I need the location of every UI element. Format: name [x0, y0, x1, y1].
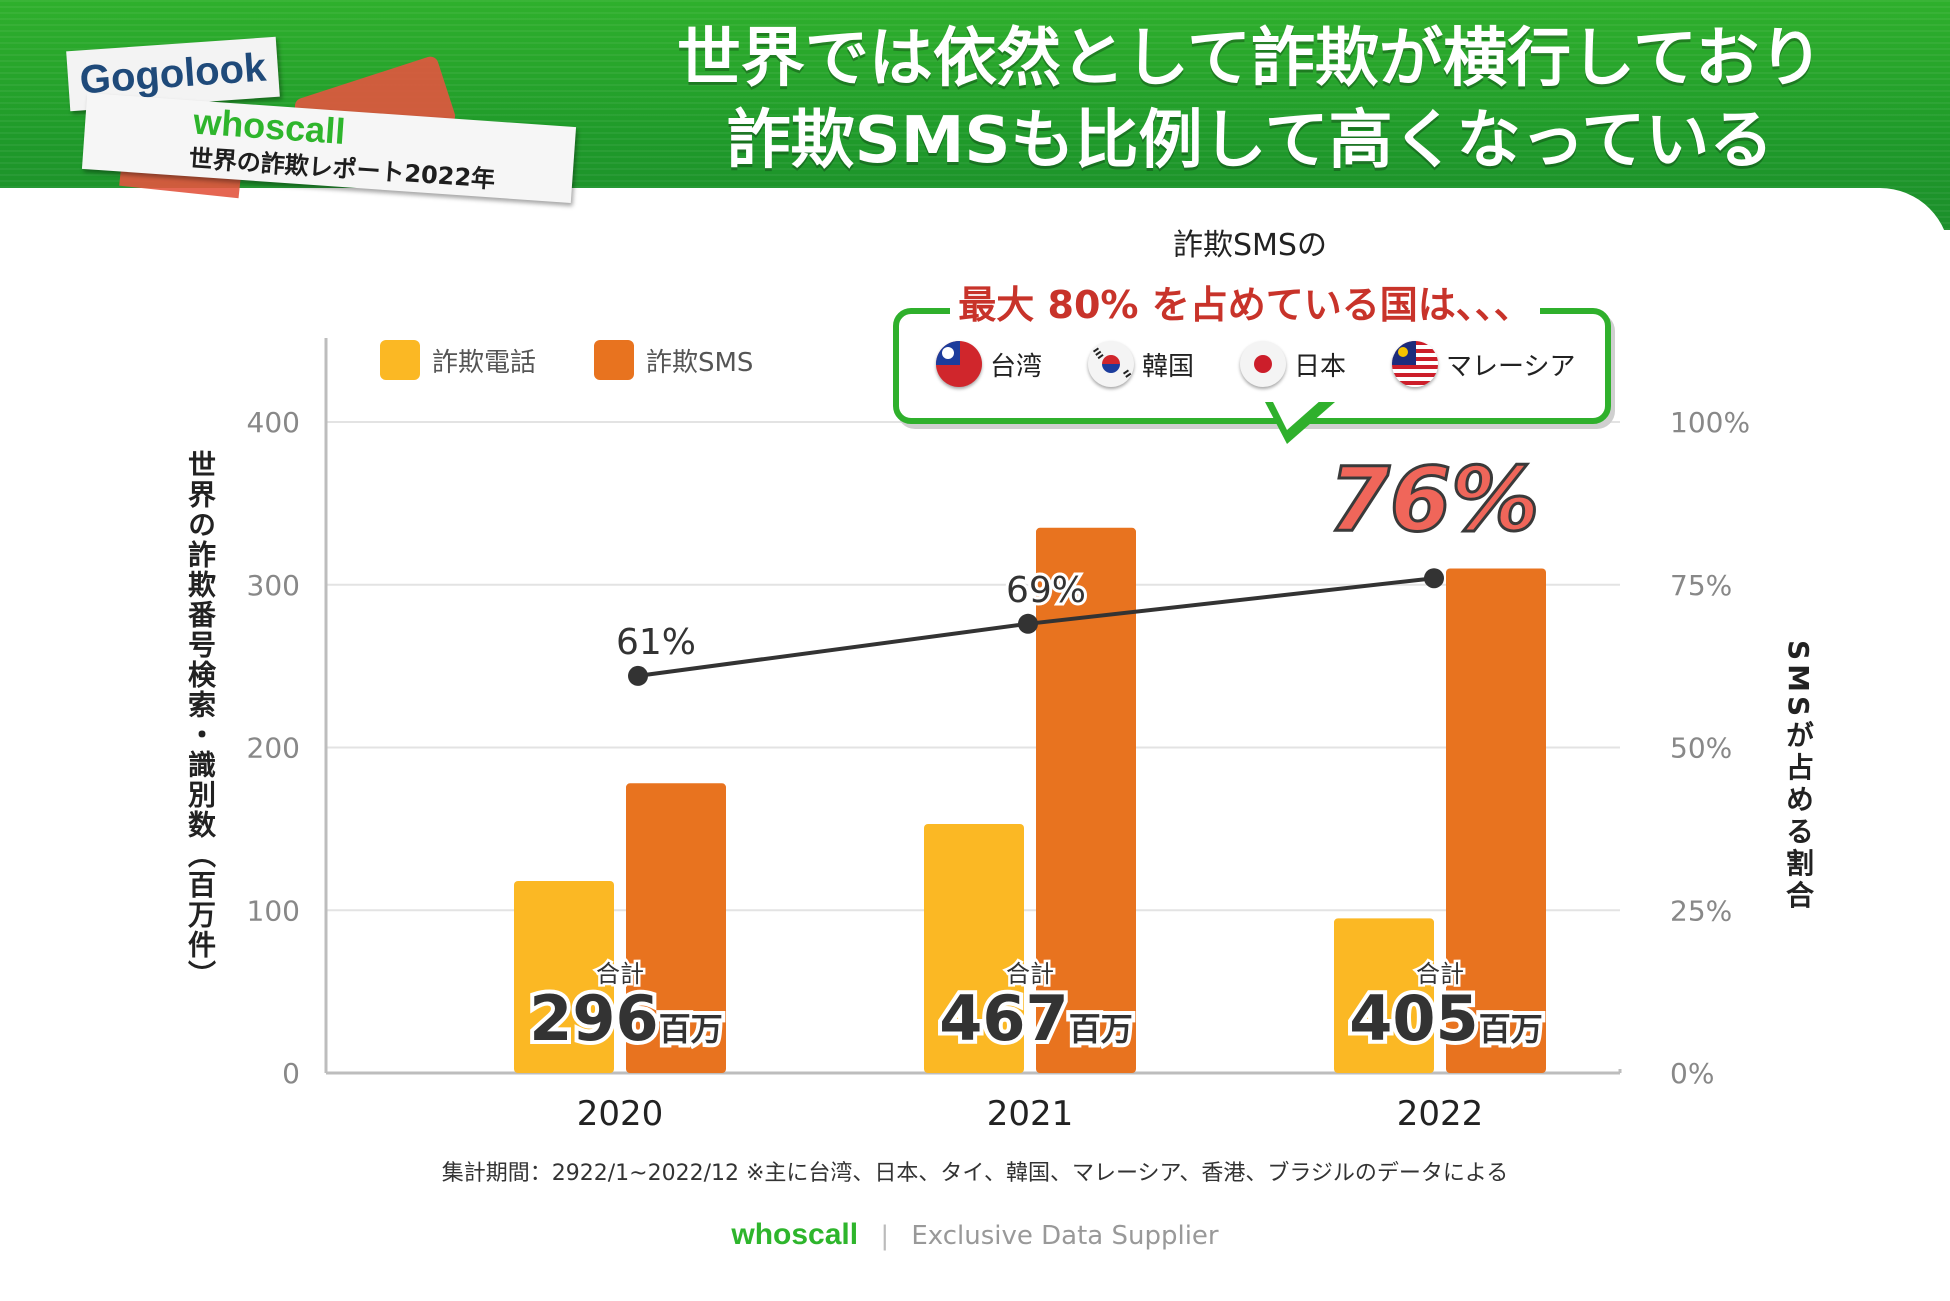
callout-tail-inner: [1272, 400, 1321, 430]
malaysia-flag-icon: [1392, 341, 1439, 387]
y-tick-label: 0: [282, 1057, 300, 1090]
korea-flag-icon: [1088, 341, 1135, 387]
y-axis-title: 世界の詐欺番号検索・識別数（百万件）: [184, 450, 217, 990]
bar-phone: [514, 880, 614, 1073]
country-korea: 韓国: [1088, 341, 1194, 387]
y-tick-label: 400: [247, 406, 300, 439]
total-prefix: 合計: [1416, 960, 1464, 988]
page-title: 世界では依然として詐欺が横行しており 詐欺SMSも比例して高くなっている: [560, 18, 1940, 182]
y2-tick-label: 75%: [1670, 569, 1732, 602]
total-label: 405百万: [1349, 982, 1542, 1055]
line-point: [628, 665, 648, 686]
legend-label-sms: 詐欺SMS: [646, 347, 754, 378]
total-value: 467: [939, 982, 1068, 1055]
country-name: 韓国: [1142, 351, 1195, 382]
y2-tick-label: 50%: [1670, 732, 1732, 765]
x-tick-label: 2022: [1397, 1094, 1484, 1134]
country-name: 台湾: [990, 351, 1043, 382]
total-prefix: 合計: [596, 960, 644, 988]
total-unit: 百万: [1069, 1010, 1133, 1048]
total-label: 296百万: [529, 982, 722, 1055]
bar-phone: [1334, 918, 1434, 1073]
y2-tick-label: 25%: [1670, 894, 1732, 927]
legend-swatch-phone: [380, 340, 420, 380]
bar-sms: [1036, 527, 1136, 1073]
line-point-label-highlight: 76%: [1329, 448, 1540, 551]
line-point-label: 61%: [616, 622, 696, 663]
footer-brand: whoscall: [731, 1218, 859, 1251]
footer-separator: |: [880, 1221, 890, 1251]
y2-tick-label: 0%: [1670, 1057, 1714, 1090]
total-value: 405: [1349, 982, 1478, 1055]
bar-sms: [1446, 568, 1546, 1073]
line-point: [1018, 613, 1038, 634]
country-list: 台湾 韓国 日本 マレーシア: [936, 340, 1622, 388]
legend-swatch-sms: [594, 340, 634, 380]
line-point: [1424, 568, 1444, 589]
bar-phone: [924, 823, 1024, 1073]
country-name: マレーシア: [1446, 351, 1576, 382]
line-point-label: 69%: [1006, 570, 1086, 611]
japan-flag-icon: [1240, 341, 1287, 387]
total-prefix: 合計: [1006, 960, 1054, 988]
total-label: 467百万: [939, 982, 1132, 1055]
headline-line-2: 詐欺SMSも比例して高くなっている: [726, 104, 1774, 178]
country-name: 日本: [1294, 351, 1347, 382]
callout-heading: 最大 80% を占めている国は、、、: [950, 274, 1540, 327]
country-malaysia: マレーシア: [1392, 341, 1576, 387]
total-unit: 百万: [659, 1010, 723, 1048]
bar-sms: [626, 783, 726, 1073]
y2-axis-title: SMSが占める割合: [1782, 640, 1815, 913]
legend-label-phone: 詐欺電話: [432, 347, 537, 378]
country-japan: 日本: [1240, 341, 1346, 387]
total-value: 296: [529, 982, 658, 1055]
y2-tick-label: 100%: [1670, 406, 1750, 439]
total-unit: 百万: [1479, 1010, 1543, 1048]
x-tick-label: 2021: [987, 1094, 1074, 1134]
legend-item-sms: 詐欺SMS: [594, 338, 753, 382]
footer-text: Exclusive Data Supplier: [911, 1221, 1219, 1251]
y-tick-label: 100: [247, 894, 300, 927]
headline-line-1: 世界では依然として詐欺が横行しており: [676, 22, 1824, 96]
country-taiwan: 台湾: [936, 341, 1042, 387]
callout-subtitle: 詐欺SMSの: [1173, 228, 1327, 263]
footer: whoscall | Exclusive Data Supplier: [0, 1218, 1950, 1252]
footnote: 集計期間：2922/1~2022/12 ※主に台湾、日本、タイ、韓国、マレーシア…: [441, 1161, 1509, 1186]
y-tick-label: 300: [247, 569, 300, 602]
legend-item-phone: 詐欺電話: [380, 338, 536, 382]
y-tick-label: 200: [247, 732, 300, 765]
x-tick-label: 2020: [577, 1094, 664, 1134]
taiwan-flag-icon: [936, 341, 982, 387]
